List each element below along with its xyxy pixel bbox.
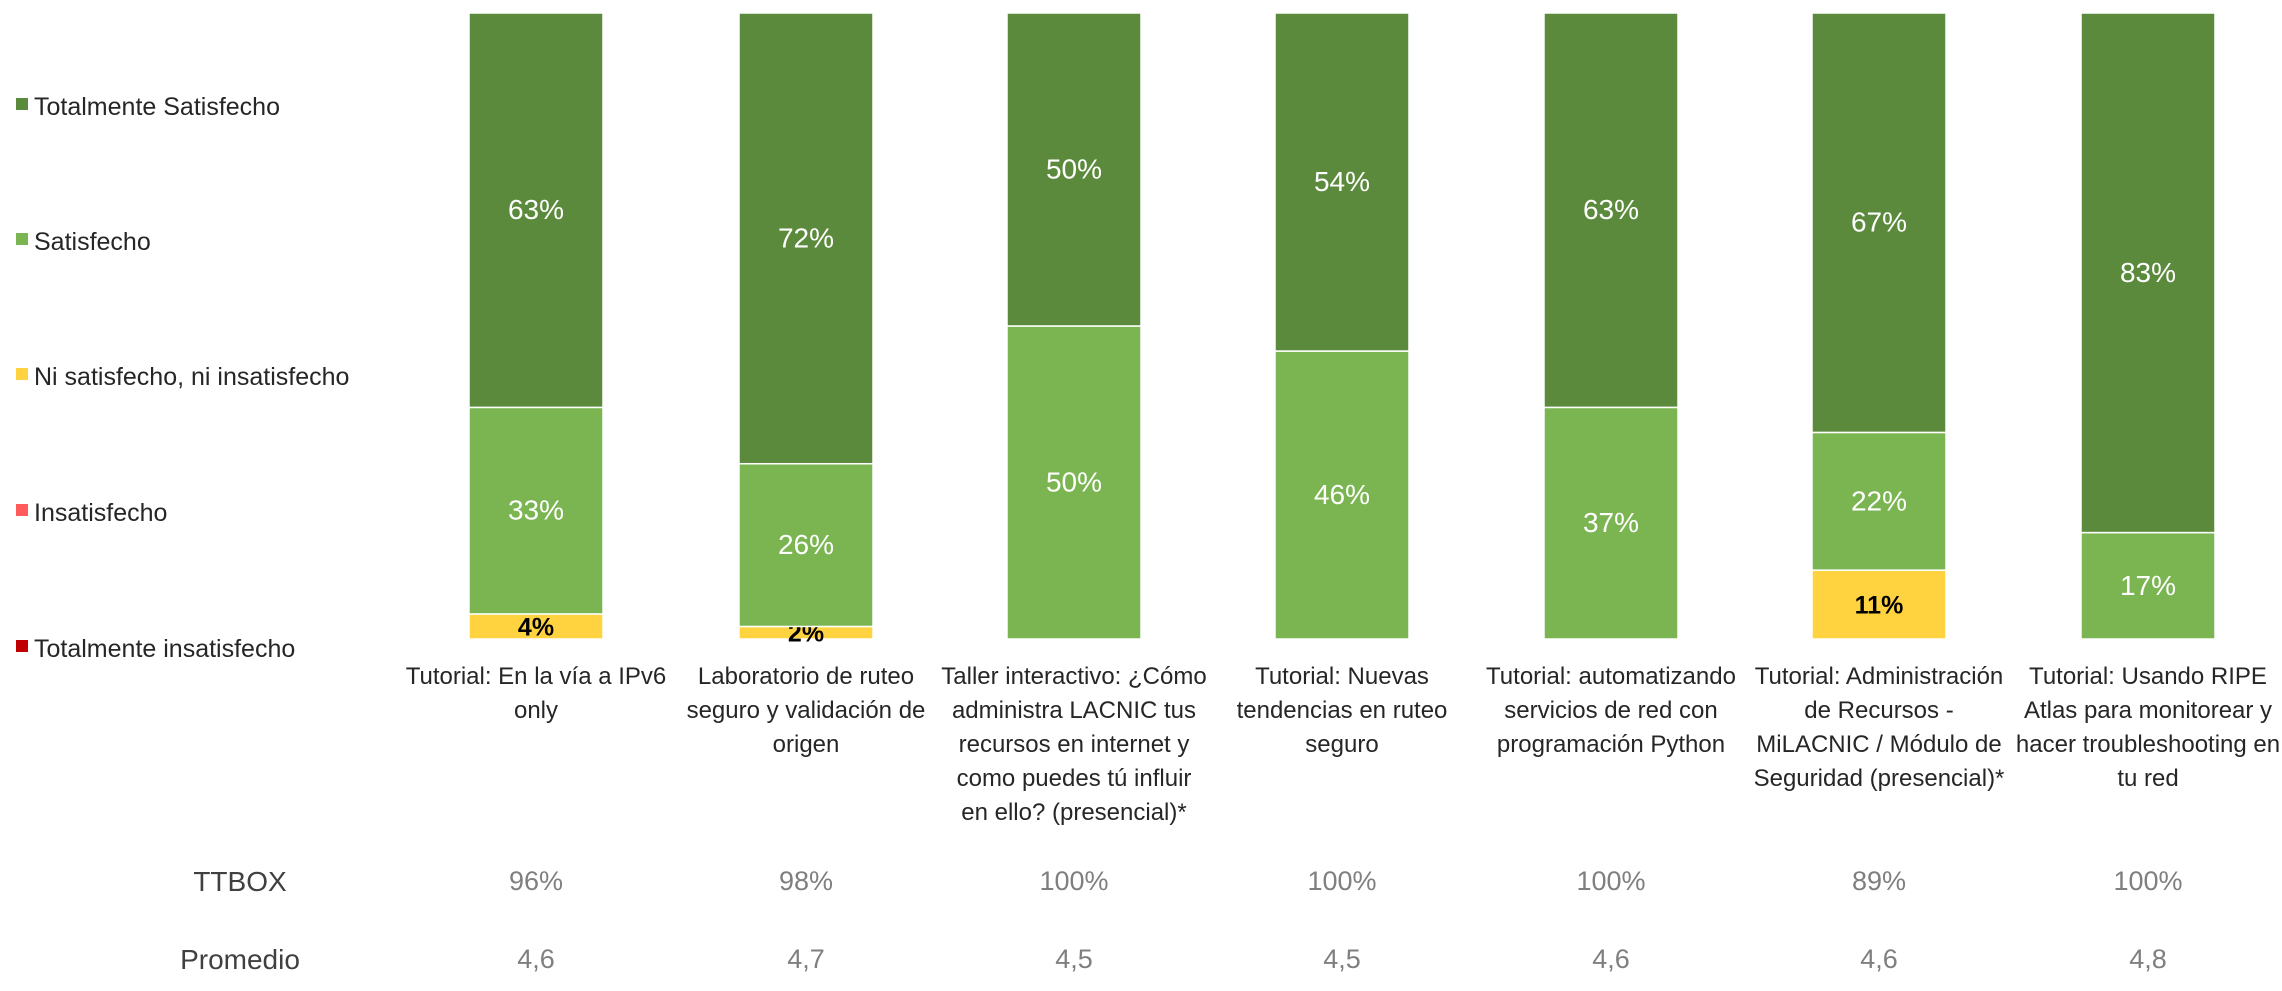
table-cell: 4,6 — [1860, 944, 1898, 974]
data-label: 50% — [1046, 467, 1102, 498]
legend-swatch — [16, 233, 28, 245]
legend-label: Insatisfecho — [34, 499, 168, 527]
legend-item: Satisfecho — [16, 225, 354, 259]
category-label: Tutorial: Administración de Recursos - M… — [1753, 663, 2005, 792]
table-cell: 89% — [1851, 866, 1907, 896]
data-label: 46% — [1314, 479, 1370, 510]
bar-segment — [1811, 431, 1947, 571]
table-cell: 100% — [2113, 866, 2183, 896]
category-label: Taller interactivo: ¿Cómo administra LAC… — [941, 663, 1207, 826]
data-label: 63% — [1583, 194, 1639, 225]
data-label: 26% — [778, 529, 834, 560]
table-cell: 98% — [778, 866, 834, 896]
data-label: 37% — [1583, 507, 1639, 538]
data-label: 72% — [778, 222, 834, 253]
table-row-label: TTBOX — [193, 866, 287, 897]
legend-swatch — [16, 98, 28, 110]
bar-segment — [1274, 12, 1410, 352]
bar-segment — [1543, 406, 1679, 640]
table-cell: 100% — [1039, 866, 1109, 896]
table-cell: 4,5 — [1055, 944, 1093, 974]
table-cell: 4,5 — [1323, 944, 1361, 974]
table-cell: 4,7 — [787, 944, 825, 974]
table-cell: 4,6 — [1592, 944, 1630, 974]
legend-swatch — [16, 504, 28, 516]
legend-swatch — [16, 640, 28, 652]
table-cell: 4,6 — [517, 944, 555, 974]
legend-item: Totalmente Satisfecho — [16, 90, 354, 124]
bar-segment — [1274, 350, 1410, 640]
bar-segment — [2080, 531, 2216, 640]
data-label: 11% — [1855, 592, 1904, 620]
legend-item: Totalmente insatisfecho — [16, 632, 354, 666]
table-cell: 100% — [1576, 866, 1646, 896]
legend-label: Totalmente Satisfecho — [34, 93, 280, 121]
data-label: 54% — [1314, 166, 1370, 197]
category-label: Laboratorio de ruteo seguro y validación… — [686, 663, 926, 758]
bar-segment — [738, 12, 874, 465]
data-label: 50% — [1046, 154, 1102, 185]
category-label: Tutorial: automatizando servicios de red… — [1486, 663, 1736, 758]
bar-segment — [1811, 569, 1947, 640]
category-label: Tutorial: En la vía a IPv6 only — [405, 663, 667, 724]
bar-segment — [1006, 12, 1142, 327]
bar-segment — [468, 613, 604, 640]
legend-item: Insatisfecho — [16, 496, 354, 530]
category-label: Tutorial: Usando RIPE Atlas para monitor… — [2015, 663, 2281, 792]
legend-label: Totalmente insatisfecho — [34, 635, 296, 663]
table-row-label: Promedio — [180, 944, 300, 975]
bar-segment — [468, 12, 604, 409]
table-cell: 100% — [1307, 866, 1377, 896]
table-cell: 96% — [508, 866, 564, 896]
data-label: 67% — [1851, 207, 1907, 238]
bar-segment — [2080, 12, 2216, 534]
table-cell: 4,8 — [2129, 944, 2167, 974]
data-label: 63% — [508, 194, 564, 225]
legend-swatch — [16, 368, 28, 380]
data-label: 17% — [2120, 570, 2176, 601]
data-label: 4% — [518, 613, 554, 641]
bar-segment — [1006, 325, 1142, 640]
data-label: 22% — [1851, 485, 1907, 516]
bar-segment — [738, 462, 874, 628]
data-label: 83% — [2120, 257, 2176, 288]
bar-segment — [1811, 12, 1947, 434]
data-label: 33% — [508, 495, 564, 526]
legend-item: Ni satisfecho, ni insatisfecho — [16, 360, 354, 394]
legend-label: Satisfecho — [34, 228, 151, 256]
category-label: Tutorial: Nuevas tendencias en ruteo seg… — [1236, 663, 1448, 758]
bar-segment — [1543, 12, 1679, 409]
legend-label: Ni satisfecho, ni insatisfecho — [34, 363, 350, 391]
